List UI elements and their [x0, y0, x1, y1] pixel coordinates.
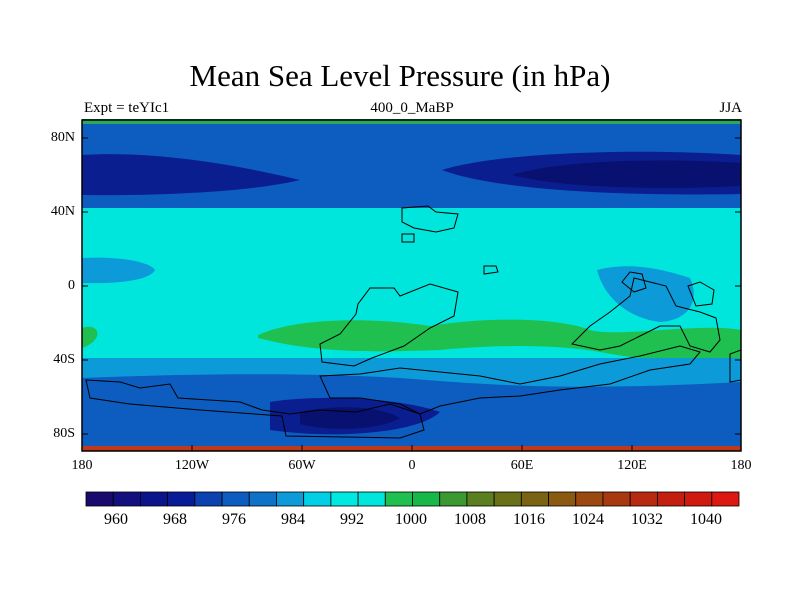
colorbar-box [303, 491, 332, 507]
colorbar-box [602, 491, 631, 507]
lat-tick-40s: 40S [53, 352, 75, 367]
lon-tick-0: 0 [408, 458, 416, 473]
colorbar-box [656, 491, 685, 507]
north-low-west [82, 154, 300, 196]
north-pole-strip [82, 119, 741, 124]
colorbar-label: 1040 [690, 511, 722, 528]
continent-south-east [319, 345, 701, 415]
colorbar [85, 491, 740, 507]
coastlines [85, 205, 741, 439]
coast-far-east [729, 349, 741, 383]
pressure-field [82, 120, 741, 451]
colorbar-label: 1032 [631, 511, 663, 528]
subtropical-high [258, 319, 741, 362]
colorbar-box [194, 491, 223, 507]
island-east [483, 265, 499, 275]
colorbar-label: 960 [104, 511, 128, 528]
colorbar-box [711, 491, 740, 507]
colorbar-box [85, 491, 114, 507]
colorbar-box [629, 491, 658, 507]
lighter-patch-west [82, 257, 155, 284]
experiment-label: Expt = teYIc1 [84, 100, 170, 116]
lat-tick-marks [82, 137, 741, 435]
colorbar-box [520, 491, 549, 507]
lon-tick-60e: 60E [510, 458, 534, 473]
lon-tick-60w: 60W [288, 458, 316, 473]
colorbar-box [357, 491, 386, 507]
colorbar-box [112, 491, 141, 507]
island-north [401, 233, 415, 243]
colorbar-label: 1008 [454, 511, 486, 528]
south-low-core [300, 407, 400, 429]
colorbar-box [330, 491, 359, 507]
colorbar-label: 976 [222, 511, 246, 528]
north-low-core [512, 160, 741, 188]
colorbar-box [684, 491, 713, 507]
season-label: JJA [719, 100, 742, 116]
continent-east [570, 277, 721, 353]
lat-tick-0: 0 [68, 278, 75, 293]
lon-tick-120e: 120E [617, 458, 647, 473]
high-west-edge [82, 326, 98, 348]
colorbar-box [493, 491, 522, 507]
island-far-east [687, 281, 715, 307]
period-label: 400_0_MaBP [370, 100, 454, 116]
colorbar-box [412, 491, 441, 507]
colorbar-box [384, 491, 413, 507]
lon-tick-marks [81, 445, 742, 451]
colorbar-label: 984 [281, 511, 305, 528]
colorbar-label: 1000 [395, 511, 427, 528]
colorbar-box [276, 491, 305, 507]
lon-tick-180e: 180 [730, 458, 752, 473]
colorbar-box [439, 491, 468, 507]
colorbar-label: 1024 [572, 511, 604, 528]
colorbar-box [140, 491, 169, 507]
lat-tick-40n: 40N [50, 204, 75, 219]
colorbar-label: 968 [163, 511, 187, 528]
lat-tick-80n: 80N [50, 130, 75, 145]
colorbar-box [548, 491, 577, 507]
lon-tick-180w: 180 [71, 458, 93, 473]
colorbar-box [575, 491, 604, 507]
colorbar-box [248, 491, 277, 507]
plot-title: Mean Sea Level Pressure (in hPa) [189, 58, 611, 93]
lat-tick-80s: 80S [53, 426, 75, 441]
continent-north [401, 205, 459, 233]
continent-south [85, 379, 425, 439]
continent-central [319, 283, 459, 367]
lon-tick-120w: 120W [174, 458, 210, 473]
colorbar-label: 1016 [513, 511, 545, 528]
colorbar-box [466, 491, 495, 507]
colorbar-box [221, 491, 250, 507]
island-east-north [621, 271, 647, 293]
colorbar-label: 992 [340, 511, 364, 528]
colorbar-box [167, 491, 196, 507]
lighter-patch-east [597, 266, 694, 322]
